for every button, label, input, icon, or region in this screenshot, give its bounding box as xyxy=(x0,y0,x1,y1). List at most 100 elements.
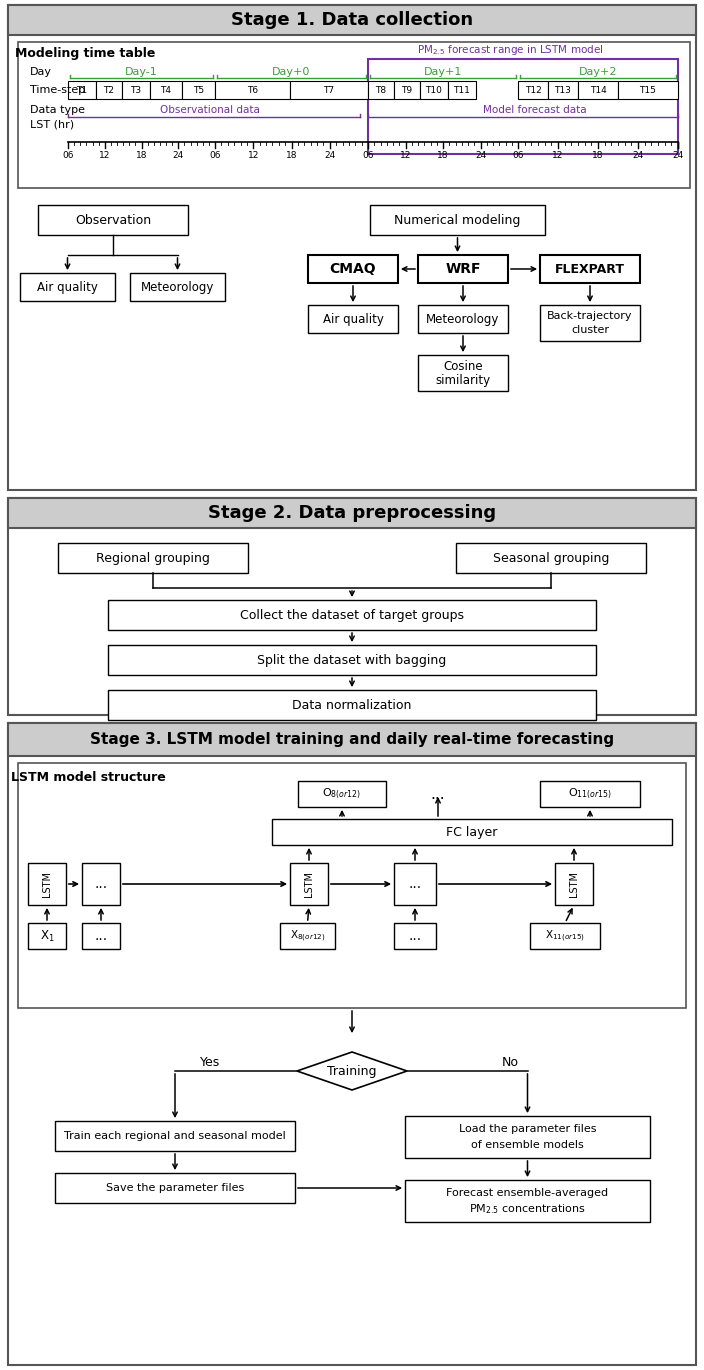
Text: T7: T7 xyxy=(323,85,334,95)
Text: FC layer: FC layer xyxy=(446,826,498,838)
Bar xyxy=(8,723,696,756)
Text: LSTM model structure: LSTM model structure xyxy=(11,770,165,784)
Text: 24: 24 xyxy=(172,151,184,159)
Text: Numerical modeling: Numerical modeling xyxy=(394,214,521,226)
Text: Meteorology: Meteorology xyxy=(427,312,500,326)
Text: 06: 06 xyxy=(62,151,74,159)
Text: T11: T11 xyxy=(453,85,470,95)
Text: Day-1: Day-1 xyxy=(125,67,158,77)
Text: Observation: Observation xyxy=(75,214,151,226)
Text: X$_{11(or15)}$: X$_{11(or15)}$ xyxy=(545,929,585,944)
Text: T3: T3 xyxy=(130,85,142,95)
Bar xyxy=(555,863,593,906)
Bar xyxy=(368,59,678,153)
Text: Day: Day xyxy=(30,67,52,77)
Text: 18: 18 xyxy=(592,151,604,159)
Text: Observational data: Observational data xyxy=(160,105,260,115)
Bar xyxy=(130,273,225,301)
Text: ...: ... xyxy=(94,877,108,891)
Bar xyxy=(122,81,150,99)
Text: O$_{11(or15)}$: O$_{11(or15)}$ xyxy=(568,786,612,801)
Bar xyxy=(55,1173,295,1203)
Text: 06: 06 xyxy=(363,151,374,159)
Bar xyxy=(28,863,66,906)
Bar xyxy=(368,81,394,99)
Bar xyxy=(8,5,696,490)
Text: Stage 1. Data collection: Stage 1. Data collection xyxy=(231,11,473,29)
Bar xyxy=(55,1121,295,1151)
Text: 24: 24 xyxy=(324,151,335,159)
Text: 24: 24 xyxy=(475,151,486,159)
Text: cluster: cluster xyxy=(571,325,609,336)
Polygon shape xyxy=(297,1052,407,1091)
Text: CMAQ: CMAQ xyxy=(329,262,377,275)
Text: Modeling time table: Modeling time table xyxy=(15,47,155,59)
Text: Day+0: Day+0 xyxy=(272,67,310,77)
Text: 06: 06 xyxy=(209,151,221,159)
Text: Train each regional and seasonal model: Train each regional and seasonal model xyxy=(64,1132,286,1141)
Text: T10: T10 xyxy=(425,85,442,95)
Bar xyxy=(420,81,448,99)
Bar xyxy=(548,81,578,99)
Text: Data type: Data type xyxy=(30,105,85,115)
Bar xyxy=(20,273,115,301)
Bar xyxy=(38,206,188,236)
Text: similarity: similarity xyxy=(436,374,491,386)
Text: Data normalization: Data normalization xyxy=(292,699,412,711)
Bar xyxy=(448,81,476,99)
Text: ...: ... xyxy=(94,929,108,943)
Text: T9: T9 xyxy=(401,85,413,95)
Text: of ensemble models: of ensemble models xyxy=(471,1140,584,1149)
Text: WRF: WRF xyxy=(445,262,481,275)
Text: ...: ... xyxy=(408,929,422,943)
Bar xyxy=(540,781,640,807)
Text: T14: T14 xyxy=(590,85,606,95)
Bar xyxy=(540,306,640,341)
Text: Yes: Yes xyxy=(200,1056,220,1070)
Text: Meteorology: Meteorology xyxy=(141,281,214,293)
Bar xyxy=(530,923,600,949)
Text: Stage 2. Data preprocessing: Stage 2. Data preprocessing xyxy=(208,504,496,522)
Text: Time-step: Time-step xyxy=(30,85,85,95)
Bar xyxy=(215,81,290,99)
Bar xyxy=(418,255,508,284)
Bar xyxy=(394,923,436,949)
Bar xyxy=(308,255,398,284)
Bar xyxy=(150,81,182,99)
Bar xyxy=(518,81,548,99)
Text: X$_1$: X$_1$ xyxy=(39,929,54,944)
Text: LSTM: LSTM xyxy=(569,871,579,897)
Text: T5: T5 xyxy=(193,85,204,95)
Text: No: No xyxy=(501,1056,519,1070)
Text: Stage 3. LSTM model training and daily real-time forecasting: Stage 3. LSTM model training and daily r… xyxy=(90,732,614,747)
Text: Day+1: Day+1 xyxy=(424,67,463,77)
Text: PM$_{2.5}$ forecast range in LSTM model: PM$_{2.5}$ forecast range in LSTM model xyxy=(417,42,603,58)
Text: FLEXPART: FLEXPART xyxy=(555,263,625,275)
Text: T1: T1 xyxy=(77,85,87,95)
Bar xyxy=(8,5,696,36)
Bar xyxy=(280,923,335,949)
Bar xyxy=(405,1180,650,1222)
Text: T8: T8 xyxy=(375,85,386,95)
Text: T12: T12 xyxy=(524,85,541,95)
Text: ...: ... xyxy=(431,786,446,801)
Bar xyxy=(18,763,686,1008)
Text: T15: T15 xyxy=(639,85,656,95)
Bar xyxy=(370,206,545,236)
Bar xyxy=(540,255,640,284)
Text: O$_{8(or12)}$: O$_{8(or12)}$ xyxy=(322,786,362,801)
Text: 18: 18 xyxy=(437,151,448,159)
Bar xyxy=(298,781,386,807)
Text: Collect the dataset of target groups: Collect the dataset of target groups xyxy=(240,608,464,622)
Bar xyxy=(28,923,66,949)
Bar xyxy=(578,81,618,99)
Bar xyxy=(82,923,120,949)
Bar xyxy=(290,863,328,906)
Text: T4: T4 xyxy=(161,85,172,95)
Bar xyxy=(405,1117,650,1158)
Text: PM$_{2.5}$ concentrations: PM$_{2.5}$ concentrations xyxy=(469,1201,586,1217)
Text: Regional grouping: Regional grouping xyxy=(96,552,210,564)
Bar xyxy=(108,690,596,721)
Text: Training: Training xyxy=(327,1064,377,1077)
Text: ...: ... xyxy=(408,877,422,891)
